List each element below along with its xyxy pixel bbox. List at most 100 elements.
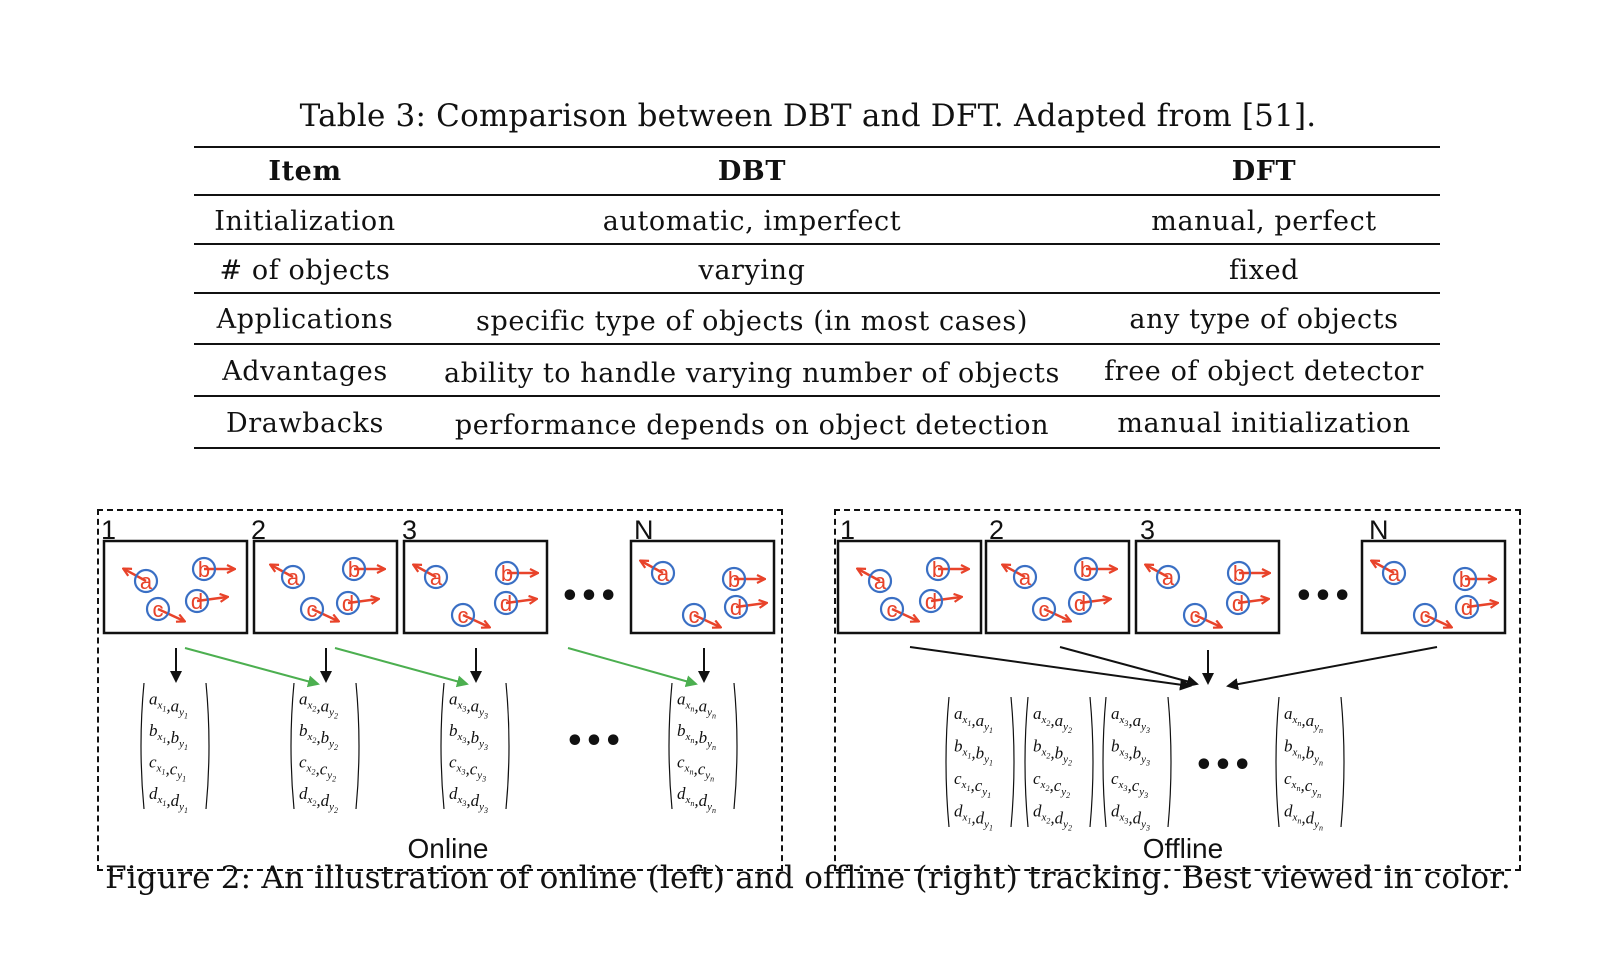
- matrix-entry-part: ,: [1301, 809, 1305, 828]
- matrix-entry-part: a: [449, 689, 458, 708]
- offline-frame-label: N: [1369, 515, 1389, 545]
- matrix-entry-part: 3: [1145, 824, 1150, 833]
- matrix-entry-part: a: [699, 696, 708, 715]
- object-circle: [184, 588, 210, 614]
- motion-arrow: [1003, 565, 1026, 579]
- matrix-entry-part: 2: [332, 774, 336, 783]
- matrix-entry-part: y: [478, 801, 484, 813]
- matrix-entry-part: 2: [1046, 752, 1050, 761]
- matrix-entry: cx1,cy1: [954, 769, 991, 800]
- matrix-entry-part: 3: [483, 743, 488, 752]
- matrix-entry-part: 1: [989, 824, 993, 833]
- matrix-entry-part: d: [1033, 802, 1042, 821]
- matrix-entry-part: 1: [162, 799, 166, 808]
- table-cell: automatic, imperfect: [602, 206, 902, 237]
- matrix-entry-part: y: [1311, 786, 1317, 798]
- matrix-entry-part: ,: [465, 759, 469, 778]
- table-cell: performance depends on object detection: [454, 410, 1050, 441]
- matrix-entry: ax1,ay1: [149, 689, 188, 720]
- matrix-entry-part: ,: [466, 696, 470, 715]
- object-circle: [1012, 564, 1038, 590]
- object-label: b: [1080, 557, 1092, 582]
- matrix-entry-part: ,: [693, 759, 697, 778]
- matrix-entry-part: 3: [460, 767, 465, 776]
- matrix-entry-part: b: [1033, 737, 1042, 756]
- matrix-entry-part: 1: [987, 791, 991, 800]
- table-caption: Table 3: Comparison between DBT and DFT.…: [299, 98, 1317, 134]
- object-label: b: [1233, 561, 1245, 586]
- motion-arrow: [1079, 599, 1110, 603]
- matrix-entry-part: y: [1062, 819, 1068, 831]
- matrix-entry-part: 2: [334, 806, 338, 815]
- object-label: b: [932, 557, 944, 582]
- object-label: c: [887, 597, 898, 622]
- matrix-entry-part: a: [1306, 711, 1315, 730]
- matrix-entry-part: a: [321, 696, 330, 715]
- matrix-entry-part: y: [983, 819, 989, 831]
- offline-label: Offline: [1142, 833, 1224, 864]
- motion-arrow: [347, 599, 378, 603]
- online-frame-label: 1: [101, 515, 117, 545]
- matrix-entry-part: y: [706, 738, 712, 750]
- matrix-entry-part: ,: [166, 728, 170, 747]
- temporal-link-arrow: [334, 647, 469, 688]
- table-cell: specific type of objects (in most cases): [475, 306, 1029, 337]
- object-label: a: [430, 565, 443, 590]
- object-label: d: [1232, 591, 1244, 616]
- matrix-entry-part: ,: [316, 696, 320, 715]
- object-label: a: [287, 565, 300, 590]
- object-label: b: [348, 557, 360, 582]
- matrix-entry-part: b: [1111, 737, 1120, 756]
- object-label: d: [1461, 595, 1473, 620]
- matrix-entry-part: d: [149, 784, 158, 803]
- matrix-bracket: [668, 682, 673, 810]
- matrix-entry-part: x: [307, 794, 313, 806]
- matrix-entry: dx3,dy3: [449, 784, 488, 815]
- matrix-entry: bx2,by2: [299, 721, 338, 752]
- object-circle: [721, 566, 747, 592]
- matrix-entry-part: ,: [694, 791, 698, 810]
- matrix-entry-part: b: [171, 728, 180, 747]
- matrix-entry-part: y: [328, 738, 334, 750]
- matrix-entry: bx1,by1: [954, 737, 993, 768]
- matrix-entry-part: c: [1305, 776, 1313, 795]
- matrix-entry: ax2,ay2: [299, 689, 338, 720]
- matrix-entry: dx2,dy2: [1033, 802, 1072, 833]
- matrix-entry: bx3,by3: [449, 721, 488, 752]
- matrix-entry-part: b: [449, 721, 458, 740]
- object-label: b: [1459, 567, 1471, 592]
- video-frame: [836, 539, 983, 635]
- matrix-entry-part: 2: [1046, 817, 1050, 826]
- matrix-entry-part: x: [1041, 812, 1047, 824]
- ellipsis: •••: [565, 724, 623, 759]
- matrix-entry-part: 3: [483, 806, 488, 815]
- object-label: c: [1420, 603, 1431, 628]
- matrix-entry-part: 1: [184, 711, 188, 720]
- matrix-entry-part: 2: [312, 799, 316, 808]
- object-label: a: [874, 569, 887, 594]
- matrix-entry-part: x: [1291, 779, 1297, 791]
- matrix-bracket: [440, 682, 445, 810]
- matrix-entry-part: ,: [315, 759, 319, 778]
- object-circle: [1381, 560, 1407, 586]
- object-label: d: [500, 591, 512, 616]
- object-label: b: [198, 557, 210, 582]
- matrix-entry: ax3,ay3: [449, 689, 488, 720]
- matrix-entry-part: ,: [166, 696, 170, 715]
- matrix-entry-part: y: [1060, 786, 1066, 798]
- video-frame: [252, 539, 399, 635]
- video-frame: [984, 539, 1131, 635]
- matrix-entry-part: ,: [1050, 809, 1054, 828]
- motion-arrow: [1424, 613, 1451, 627]
- object-circle: [1067, 590, 1093, 616]
- matrix-entry-part: 1: [162, 736, 166, 745]
- table-header-item: Item: [268, 156, 342, 187]
- table-cell: Drawbacks: [226, 408, 384, 439]
- matrix-entry-part: ,: [1301, 711, 1305, 730]
- motion-arrow: [1466, 603, 1497, 607]
- batch-arrow: [1226, 646, 1438, 691]
- matrix-entry-part: ,: [971, 744, 975, 763]
- matrix-entry: cx3,cy3: [449, 752, 486, 783]
